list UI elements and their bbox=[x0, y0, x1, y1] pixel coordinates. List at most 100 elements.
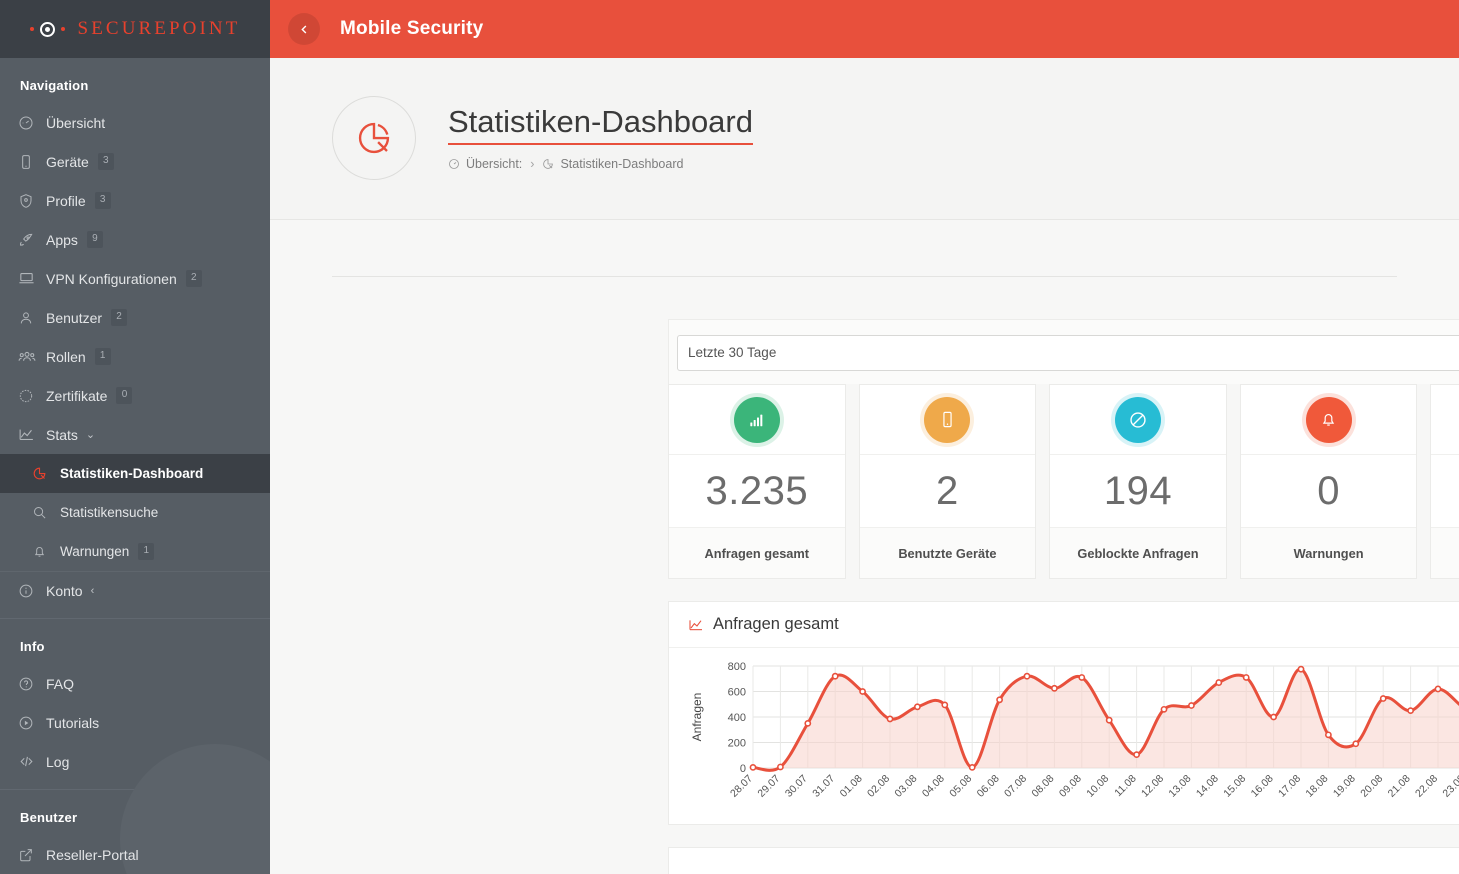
sidebar-item-label: Profile bbox=[46, 192, 86, 209]
svg-text:28.07: 28.07 bbox=[728, 773, 755, 800]
sidebar-item-label: Zertifikate bbox=[46, 387, 108, 404]
securepoint-target-icon bbox=[39, 21, 55, 37]
sidebar-item-warnungen[interactable]: Warnungen 1 bbox=[0, 532, 270, 571]
sidebar-item-vpn-konfigurationen[interactable]: VPN Konfigurationen 2 bbox=[0, 259, 270, 298]
svg-text:15.08: 15.08 bbox=[1221, 773, 1248, 800]
svg-text:09.08: 09.08 bbox=[1057, 773, 1084, 800]
stat-card-geblockte-anfragen[interactable]: 194 Geblockte Anfragen bbox=[1049, 384, 1227, 579]
svg-text:19.08: 19.08 bbox=[1331, 773, 1358, 800]
stat-card-anfragen-gesamt[interactable]: 3.235 Anfragen gesamt bbox=[668, 384, 846, 579]
sidebar-item-rollen[interactable]: Rollen 1 bbox=[0, 337, 270, 376]
sidebar-item-label: Log bbox=[46, 753, 70, 770]
sidebar-item-badge: 2 bbox=[111, 309, 128, 326]
chart-card-title: Anfragen gesamt bbox=[713, 615, 839, 633]
sidebar-item-label: Warnungen bbox=[60, 544, 130, 559]
svg-text:16.08: 16.08 bbox=[1249, 773, 1276, 800]
sidebar-item-label: Übersicht bbox=[46, 114, 106, 131]
sidebar-item-badge: 9 bbox=[86, 231, 103, 248]
svg-text:05.08: 05.08 bbox=[947, 773, 974, 800]
page-header-text: Statistiken-Dashboard Übersicht: › Stati… bbox=[448, 104, 753, 172]
chevron-left-icon bbox=[298, 23, 311, 36]
sidebar-item-statistikensuche[interactable]: Statistikensuche bbox=[0, 493, 270, 532]
brand-header[interactable]: SECUREPOINT bbox=[0, 0, 270, 58]
sidebar-item-label: Stats bbox=[46, 426, 78, 443]
bell-icon bbox=[1305, 396, 1352, 443]
svg-text:10.08: 10.08 bbox=[1084, 773, 1111, 800]
sidebar-item-label: FAQ bbox=[46, 675, 75, 692]
svg-text:400: 400 bbox=[728, 712, 746, 724]
sidebar-section-title-info: Info bbox=[20, 639, 45, 654]
search-icon bbox=[32, 505, 56, 520]
sidebar-item-label: Geräte bbox=[46, 153, 89, 170]
sidebar-item-benutzer[interactable]: Benutzer 2 bbox=[0, 298, 270, 337]
breadcrumb-root[interactable]: Übersicht: bbox=[466, 157, 523, 172]
external-link-icon bbox=[18, 847, 42, 863]
breadcrumb-current: Statistiken-Dashboard bbox=[560, 157, 684, 172]
sidebar-item-statistiken-dashboard[interactable]: Statistiken-Dashboard bbox=[0, 454, 270, 493]
block-icon bbox=[1114, 396, 1161, 443]
brand-logo: SECUREPOINT bbox=[29, 18, 241, 40]
sidebar-section-title-benutzer: Benutzer bbox=[20, 810, 78, 825]
sidebar-item-label: Tutorials bbox=[46, 714, 100, 731]
stat-card-label: Viren gefunden bbox=[1431, 528, 1459, 578]
sidebar-item-faq[interactable]: FAQ bbox=[0, 664, 270, 703]
svg-text:800: 800 bbox=[728, 661, 746, 673]
sidebar-item-reseller-portal[interactable]: Reseller-Portal bbox=[0, 835, 270, 874]
stat-card-icon-row bbox=[859, 385, 1036, 455]
stat-card-benutzte-geraete[interactable]: 2 Benutzte Geräte bbox=[858, 384, 1037, 579]
stat-card-warnungen[interactable]: 0 Warnungen bbox=[1239, 384, 1418, 579]
sidebar-item-uebersicht[interactable]: Übersicht bbox=[0, 103, 270, 142]
dashboard-panel: Letzte 30 Tage ▴ ▾ bbox=[270, 277, 1459, 874]
sidebar-item-profile[interactable]: Profile 3 bbox=[0, 181, 270, 220]
stat-card-icon-row bbox=[1240, 385, 1417, 455]
pie-chart-icon bbox=[355, 119, 393, 157]
stat-card-value: 3 bbox=[1431, 455, 1459, 528]
svg-text:06.08: 06.08 bbox=[975, 773, 1002, 800]
sidebar-item-stats[interactable]: Stats ⌄ bbox=[0, 415, 270, 454]
user-icon bbox=[18, 310, 42, 326]
code-icon bbox=[18, 753, 42, 770]
sidebar-item-geraete[interactable]: Geräte 3 bbox=[0, 142, 270, 181]
sidebar-item-log[interactable]: Log bbox=[0, 742, 270, 781]
pie-chart-icon bbox=[32, 466, 56, 481]
svg-text:0: 0 bbox=[740, 763, 746, 775]
stat-card-value: 2 bbox=[859, 455, 1036, 528]
sidebar-item-label: Reseller-Portal bbox=[46, 846, 139, 863]
sidebar-item-tutorials[interactable]: Tutorials bbox=[0, 703, 270, 742]
filter-bar: Letzte 30 Tage ▴ ▾ bbox=[668, 319, 1459, 384]
topbar: Mobile Security bbox=[270, 0, 1459, 58]
sidebar-divider bbox=[0, 618, 270, 619]
stat-card-label: Geblockte Anfragen bbox=[1050, 528, 1226, 578]
users-group-icon bbox=[18, 348, 42, 366]
dashboard-gauge-icon bbox=[448, 158, 460, 170]
brand-name: SECUREPOINT bbox=[77, 18, 241, 39]
sidebar-item-label: Rollen bbox=[46, 348, 86, 365]
svg-text:18.08: 18.08 bbox=[1303, 773, 1330, 800]
sidebar-item-apps[interactable]: Apps 9 bbox=[0, 220, 270, 259]
svg-text:04.08: 04.08 bbox=[920, 773, 947, 800]
svg-text:11.08: 11.08 bbox=[1112, 773, 1139, 800]
page-header: Statistiken-Dashboard Übersicht: › Stati… bbox=[270, 58, 1459, 220]
stat-card-viren-gefunden[interactable]: 3 Viren gefunden bbox=[1430, 384, 1459, 579]
sidebar-item-label: Benutzer bbox=[46, 309, 103, 326]
back-button[interactable] bbox=[288, 13, 320, 45]
stat-card-label: Benutzte Geräte bbox=[859, 528, 1036, 578]
stat-card-value: 3.235 bbox=[669, 455, 845, 528]
mobile-device-icon bbox=[18, 154, 42, 170]
breadcrumb-separator: › bbox=[530, 157, 535, 172]
sidebar-item-badge: 2 bbox=[185, 270, 202, 287]
sidebar-item-zertifikate[interactable]: Zertifikate 0 bbox=[0, 376, 270, 415]
page-content: Letzte 30 Tage ▴ ▾ bbox=[270, 220, 1459, 874]
date-range-select[interactable]: Letzte 30 Tage ▴ ▾ bbox=[677, 334, 1459, 371]
sidebar-item-badge: 0 bbox=[116, 387, 133, 404]
sidebar-item-konto[interactable]: Konto ‹ bbox=[0, 571, 270, 610]
anfragen-gesamt-area-chart[interactable]: 0 200 400 600 800 Anfragen 28.07 29.07 30.07 31.0… bbox=[685, 658, 1459, 818]
svg-text:22.08: 22.08 bbox=[1413, 773, 1440, 800]
stat-card-label: Anfragen gesamt bbox=[669, 528, 845, 578]
securepoint-dot-left-icon bbox=[29, 27, 34, 31]
sidebar-section-title-navigation: Navigation bbox=[20, 78, 89, 93]
laptop-icon bbox=[18, 270, 42, 287]
chart-area-icon bbox=[688, 617, 704, 633]
stat-cards: 3.235 Anfragen gesamt 2 Benutzte Geräte bbox=[668, 384, 1459, 579]
